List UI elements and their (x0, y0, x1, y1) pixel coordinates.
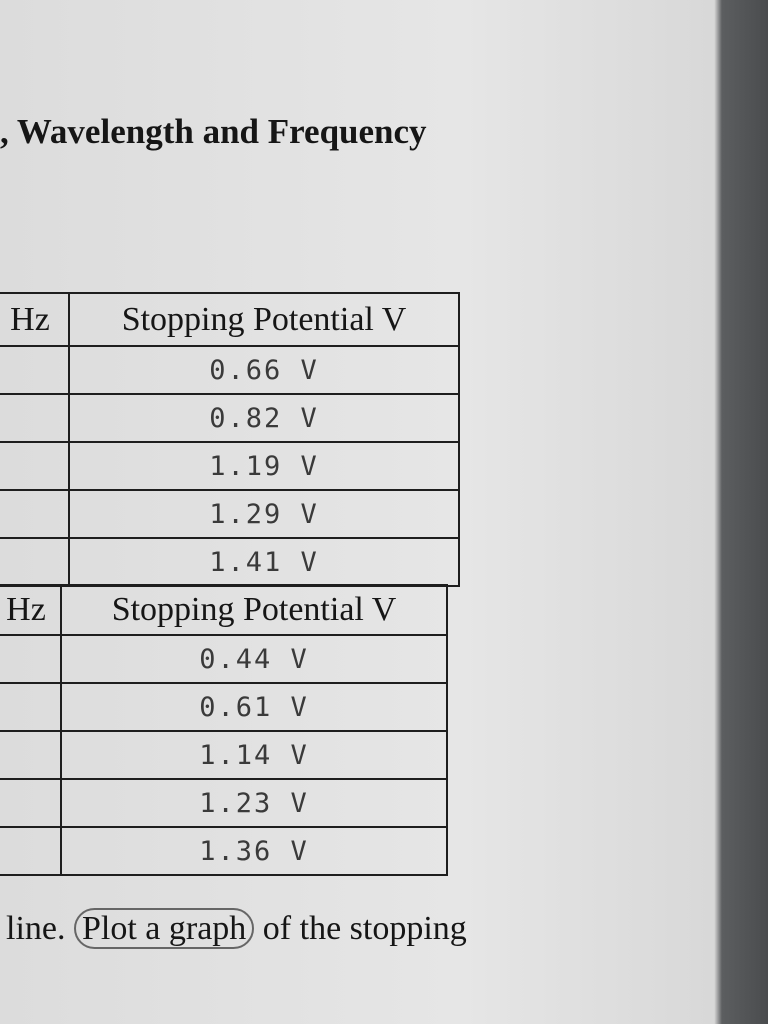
header-cell: Stopping Potential V (60, 584, 448, 636)
cell (0, 826, 62, 876)
footer: line. Plot a graph of the stopping (6, 908, 467, 949)
heading: , Wavelength and Frequency (0, 112, 427, 151)
footer-text: line. (6, 910, 66, 947)
cell (0, 778, 62, 828)
circled-text: Plot a graph (73, 908, 255, 949)
value-cell: 1.36 V (60, 826, 448, 876)
cell (0, 345, 70, 395)
value-cell: 0.61 V (60, 682, 448, 732)
value-cell: 1.19 V (68, 441, 460, 491)
value-cell: 0.82 V (68, 393, 460, 443)
value-cell: 1.41 V (68, 537, 460, 587)
value-cell: 1.14 V (60, 730, 448, 780)
header-cell: Hz (0, 584, 62, 636)
cell (0, 393, 70, 443)
cell (0, 441, 70, 491)
cell (0, 682, 62, 732)
cell (0, 730, 62, 780)
value-cell: 1.23 V (60, 778, 448, 828)
cell (0, 537, 70, 587)
header-cell: Stopping Potential V (68, 292, 460, 347)
cell (0, 634, 62, 684)
value-cell: 1.29 V (68, 489, 460, 539)
footer-text: of the stopping (262, 910, 467, 947)
value-cell: 0.66 V (68, 345, 460, 395)
header-cell: Hz (0, 292, 70, 347)
cell (0, 489, 70, 539)
value-cell: 0.44 V (60, 634, 448, 684)
